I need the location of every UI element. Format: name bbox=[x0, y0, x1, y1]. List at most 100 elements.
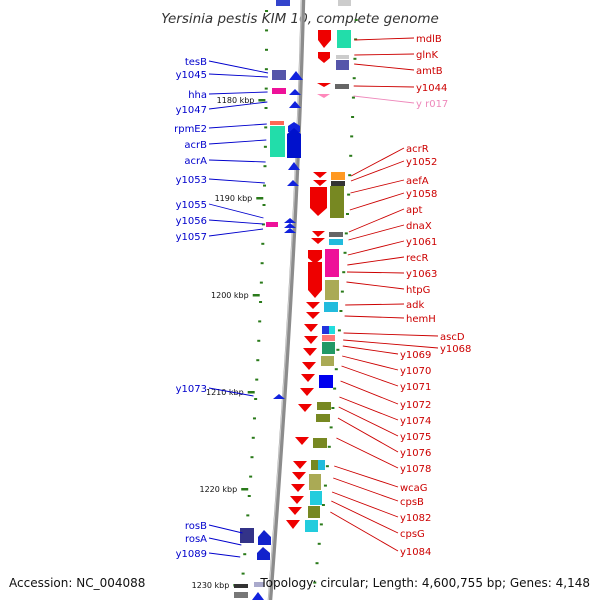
gene-cpsG[interactable] bbox=[308, 506, 320, 518]
gene-label-y1047[interactable]: y1047 bbox=[176, 105, 207, 116]
gene-y1075[interactable] bbox=[317, 402, 331, 410]
gene-y1052[interactable] bbox=[331, 172, 345, 180]
gene-label[interactable]: cpsG bbox=[400, 529, 425, 540]
gene-mdlB[interactable] bbox=[318, 30, 331, 48]
gene-rosB[interactable] bbox=[240, 528, 254, 543]
gene-y1056[interactable] bbox=[284, 223, 296, 228]
gene-y1069-a[interactable] bbox=[322, 335, 335, 341]
gene-y1073[interactable] bbox=[273, 394, 285, 399]
gene-label-y1055[interactable]: y1055 bbox=[176, 200, 207, 211]
gene-label[interactable]: y r017 bbox=[416, 99, 448, 110]
gene-label[interactable]: adk bbox=[406, 300, 424, 311]
gene-label[interactable]: ascD bbox=[440, 332, 465, 343]
gene-apt[interactable] bbox=[312, 231, 325, 237]
gene-feature-bottom-d[interactable] bbox=[252, 592, 264, 600]
gene-y1047-a[interactable] bbox=[289, 89, 301, 95]
gene-adk[interactable] bbox=[306, 302, 320, 309]
gene-label[interactable]: y1068 bbox=[440, 344, 471, 355]
gene-label[interactable]: recR bbox=[406, 253, 429, 264]
gene-label[interactable]: y1063 bbox=[406, 269, 437, 280]
gene-htpG-b[interactable] bbox=[325, 280, 339, 300]
gene-y1057[interactable] bbox=[284, 228, 296, 233]
gene-recR[interactable] bbox=[308, 250, 322, 264]
gene-y1061[interactable] bbox=[329, 239, 343, 245]
gene-tesB[interactable] bbox=[272, 70, 286, 80]
gene-y1068-b[interactable] bbox=[329, 326, 335, 334]
gene-label[interactable]: y1061 bbox=[406, 237, 437, 248]
gene-acrA-head[interactable] bbox=[288, 122, 300, 132]
gene-label-y1053[interactable]: y1053 bbox=[176, 175, 207, 186]
gene-y1070[interactable] bbox=[303, 348, 317, 356]
gene-acrA[interactable] bbox=[287, 128, 301, 158]
gene-label[interactable]: y1072 bbox=[400, 400, 431, 411]
gene-label[interactable]: y1071 bbox=[400, 382, 431, 393]
gene-feature-bottom-b[interactable] bbox=[234, 592, 248, 598]
gene-y1076[interactable] bbox=[298, 404, 312, 412]
gene-wcaG-b[interactable] bbox=[292, 472, 306, 480]
gene-aefA-head[interactable] bbox=[313, 180, 327, 186]
gene-acrA-b[interactable] bbox=[288, 162, 300, 170]
gene-label-rosA[interactable]: rosA bbox=[185, 534, 207, 545]
gene-y1069[interactable] bbox=[322, 342, 335, 354]
gene-y1075-a[interactable] bbox=[300, 388, 314, 396]
gene-hemH[interactable] bbox=[306, 312, 320, 319]
gene-label[interactable]: apt bbox=[406, 205, 422, 216]
gene-htpG[interactable] bbox=[308, 262, 322, 298]
gene-y1082-a[interactable] bbox=[290, 496, 304, 504]
gene-y1089[interactable] bbox=[257, 547, 270, 560]
gene-label-rpmE2[interactable]: rpmE2 bbox=[174, 124, 207, 135]
gene-y1053[interactable] bbox=[287, 180, 299, 186]
gene-y1045[interactable] bbox=[289, 71, 303, 80]
gene-y1072[interactable] bbox=[301, 374, 315, 382]
gene-amtB[interactable] bbox=[336, 60, 349, 70]
gene-acrR[interactable] bbox=[313, 172, 327, 178]
gene-label[interactable]: y1078 bbox=[400, 464, 431, 475]
gene-label[interactable]: cpsB bbox=[400, 497, 424, 508]
gene-label-rosB[interactable]: rosB bbox=[185, 521, 207, 532]
gene-label[interactable]: glnK bbox=[416, 50, 438, 61]
gene-feature-bottom-a[interactable] bbox=[234, 584, 248, 588]
gene-amtB-a[interactable] bbox=[318, 52, 330, 63]
gene-acrB[interactable] bbox=[270, 126, 285, 157]
gene-label[interactable]: y1058 bbox=[406, 189, 437, 200]
gene-aefA[interactable] bbox=[310, 187, 327, 216]
gene-dnaX[interactable] bbox=[311, 238, 325, 244]
gene-y1063[interactable] bbox=[325, 249, 339, 277]
gene-y1072-a[interactable] bbox=[302, 362, 316, 370]
gene-label[interactable]: acrR bbox=[406, 144, 429, 155]
gene-label[interactable]: y1076 bbox=[400, 448, 431, 459]
gene-rpmE2[interactable] bbox=[270, 121, 284, 125]
gene-label[interactable]: y1075 bbox=[400, 432, 431, 443]
gene-y1055[interactable] bbox=[266, 222, 278, 227]
gene-label-y1056[interactable]: y1056 bbox=[176, 216, 207, 227]
gene-glnK[interactable] bbox=[337, 30, 351, 48]
gene-y1074[interactable] bbox=[319, 375, 333, 388]
gene-y1047[interactable] bbox=[289, 101, 301, 108]
gene-label[interactable]: wcaG bbox=[400, 483, 428, 494]
gene-feature[interactable] bbox=[276, 0, 290, 6]
gene-y1084[interactable] bbox=[286, 520, 300, 529]
gene-label[interactable]: dnaX bbox=[406, 221, 432, 232]
gene-cpsB-b[interactable] bbox=[309, 474, 321, 490]
gene-label[interactable]: y1044 bbox=[416, 83, 447, 94]
gene-label[interactable]: y1052 bbox=[406, 157, 437, 168]
gene-label[interactable]: mdlB bbox=[416, 34, 442, 45]
gene-wcaG-c[interactable] bbox=[318, 460, 325, 470]
gene-feature-bottom-c[interactable] bbox=[254, 582, 264, 587]
gene-label[interactable]: y1082 bbox=[400, 513, 431, 524]
gene-label-y1045[interactable]: y1045 bbox=[176, 70, 207, 81]
gene-y1056-a[interactable] bbox=[284, 218, 296, 223]
gene-aefA-b[interactable] bbox=[331, 181, 345, 186]
gene-y1076-b[interactable] bbox=[316, 414, 330, 422]
gene-yr017[interactable] bbox=[317, 94, 330, 98]
gene-y1070-a[interactable] bbox=[304, 336, 318, 344]
gene-label[interactable]: hemH bbox=[406, 314, 436, 325]
gene-label-tesB[interactable]: tesB bbox=[185, 57, 207, 68]
gene-rosA[interactable] bbox=[258, 530, 271, 545]
gene-label[interactable]: y1069 bbox=[400, 350, 431, 361]
gene-label-y1073[interactable]: y1073 bbox=[176, 384, 207, 395]
gene-label-hha[interactable]: hha bbox=[188, 90, 207, 101]
gene-adk-b[interactable] bbox=[324, 302, 338, 312]
gene-label[interactable]: y1074 bbox=[400, 416, 431, 427]
gene-label-acrA[interactable]: acrA bbox=[184, 156, 207, 167]
